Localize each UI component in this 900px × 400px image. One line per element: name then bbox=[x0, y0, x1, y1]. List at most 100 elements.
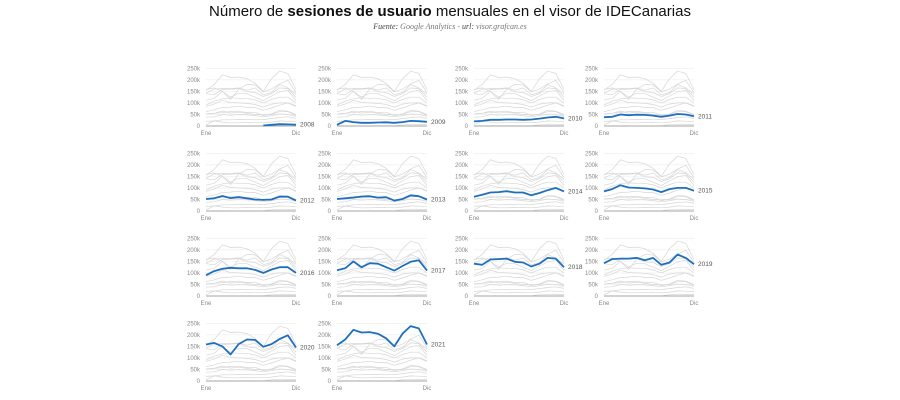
series-label-2012: 2012 bbox=[300, 198, 315, 205]
context-line-2014 bbox=[336, 102, 428, 113]
y-tick-label: 50k bbox=[321, 112, 332, 118]
context-line-2019 bbox=[336, 84, 428, 96]
context-line-2018 bbox=[205, 172, 297, 183]
context-line-2019 bbox=[473, 84, 565, 96]
context-line-2021 bbox=[205, 70, 297, 92]
context-line-2010 bbox=[603, 116, 695, 122]
context-line-2016 bbox=[336, 96, 428, 106]
context-line-2020 bbox=[603, 249, 695, 271]
context-line-2016 bbox=[336, 181, 428, 191]
y-tick-label: 200k bbox=[187, 333, 201, 339]
panel-2020: 0 50k 100k 150k 200k 250k 2020 Ene Dic bbox=[187, 321, 315, 392]
chart-subtitle: Fuente: Google Analytics - url: visor.gr… bbox=[373, 22, 527, 31]
context-line-2015 bbox=[205, 269, 297, 278]
context-line-2010 bbox=[473, 286, 565, 292]
panel-2009: 0 50k 100k 150k 200k 250k 2009 Ene Dic bbox=[318, 66, 446, 137]
y-tick-label: 0 bbox=[328, 379, 332, 385]
y-tick-label: 150k bbox=[318, 259, 332, 265]
y-tick-label: 150k bbox=[187, 259, 201, 265]
y-tick-label: 150k bbox=[455, 259, 469, 265]
y-tick-label: 0 bbox=[595, 294, 599, 300]
series-line-2019 bbox=[603, 253, 695, 266]
x-tick-label: Dic bbox=[560, 131, 569, 137]
y-tick-label: 200k bbox=[318, 163, 332, 169]
context-line-2012 bbox=[603, 280, 695, 286]
y-tick-label: 0 bbox=[465, 294, 469, 300]
context-line-2008 bbox=[263, 208, 297, 211]
y-tick-label: 0 bbox=[197, 294, 201, 300]
context-line-2020 bbox=[473, 249, 565, 271]
context-line-2020 bbox=[336, 79, 428, 101]
series-line-2017 bbox=[336, 259, 428, 272]
context-line-2015 bbox=[205, 184, 297, 193]
y-tick-label: 50k bbox=[190, 367, 201, 373]
y-tick-label: 250k bbox=[187, 151, 201, 157]
y-tick-label: 100k bbox=[187, 101, 201, 107]
context-line-2010 bbox=[205, 116, 297, 122]
panel-2014: 0 50k 100k 150k 200k 250k 2014 Ene Dic bbox=[455, 151, 583, 222]
x-tick-label: Dic bbox=[292, 216, 301, 222]
y-tick-label: 150k bbox=[187, 174, 201, 180]
context-line-2008 bbox=[531, 123, 565, 126]
context-line-2013 bbox=[336, 109, 428, 116]
context-line-2009 bbox=[336, 290, 428, 296]
x-tick-label: Dic bbox=[292, 131, 301, 137]
context-line-2010 bbox=[205, 201, 297, 207]
context-line-2014 bbox=[473, 102, 565, 113]
context-line-2011 bbox=[336, 113, 428, 118]
series-line-2013 bbox=[336, 194, 428, 202]
context-line-2008 bbox=[263, 293, 297, 296]
panel-2015: 0 50k 100k 150k 200k 250k 2015 Ene Dic bbox=[585, 151, 713, 222]
context-line-2014 bbox=[603, 187, 695, 198]
context-line-2011 bbox=[205, 198, 297, 203]
y-tick-label: 0 bbox=[197, 124, 201, 130]
context-line-2012 bbox=[336, 365, 428, 371]
series-line-2008 bbox=[263, 123, 297, 127]
context-line-2009 bbox=[603, 290, 695, 296]
y-tick-label: 250k bbox=[585, 236, 599, 242]
context-line-2014 bbox=[205, 102, 297, 113]
y-tick-label: 250k bbox=[318, 236, 332, 242]
context-line-2019 bbox=[205, 169, 297, 181]
context-line-2018 bbox=[603, 87, 695, 98]
context-line-2018 bbox=[473, 87, 565, 98]
y-tick-label: 200k bbox=[187, 163, 201, 169]
context-line-2019 bbox=[205, 254, 297, 266]
x-tick-label: Dic bbox=[292, 301, 301, 307]
y-tick-label: 0 bbox=[595, 209, 599, 215]
context-line-2008 bbox=[263, 378, 297, 381]
context-line-2016 bbox=[205, 96, 297, 106]
context-line-2021 bbox=[473, 155, 565, 177]
series-label-2013: 2013 bbox=[431, 196, 446, 203]
y-tick-label: 150k bbox=[318, 174, 332, 180]
context-line-2010 bbox=[603, 201, 695, 207]
y-tick-label: 250k bbox=[318, 321, 332, 327]
series-line-2015 bbox=[603, 184, 695, 193]
context-line-2010 bbox=[336, 116, 428, 122]
context-line-2017 bbox=[336, 344, 428, 356]
context-line-2012 bbox=[603, 195, 695, 201]
title-bold: sesiones de usuario bbox=[287, 3, 432, 20]
context-line-2016 bbox=[603, 266, 695, 276]
context-line-2013 bbox=[336, 364, 428, 371]
context-line-2020 bbox=[603, 79, 695, 101]
context-line-2017 bbox=[205, 174, 297, 186]
context-line-2011 bbox=[205, 368, 297, 373]
context-line-2018 bbox=[336, 87, 428, 98]
y-tick-label: 200k bbox=[585, 78, 599, 84]
context-line-2013 bbox=[205, 279, 297, 286]
x-tick-label: Dic bbox=[423, 386, 432, 392]
context-line-2016 bbox=[336, 266, 428, 276]
context-line-2016 bbox=[336, 351, 428, 361]
series-line-2016 bbox=[205, 266, 297, 277]
context-line-2021 bbox=[473, 240, 565, 262]
series-line-2011 bbox=[603, 113, 695, 119]
y-tick-label: 0 bbox=[197, 379, 201, 385]
y-tick-label: 0 bbox=[328, 124, 332, 130]
context-line-2017 bbox=[603, 174, 695, 186]
y-tick-label: 100k bbox=[455, 186, 469, 192]
x-tick-label: Ene bbox=[332, 301, 343, 307]
x-tick-label: Dic bbox=[690, 216, 699, 222]
context-line-2013 bbox=[336, 279, 428, 286]
